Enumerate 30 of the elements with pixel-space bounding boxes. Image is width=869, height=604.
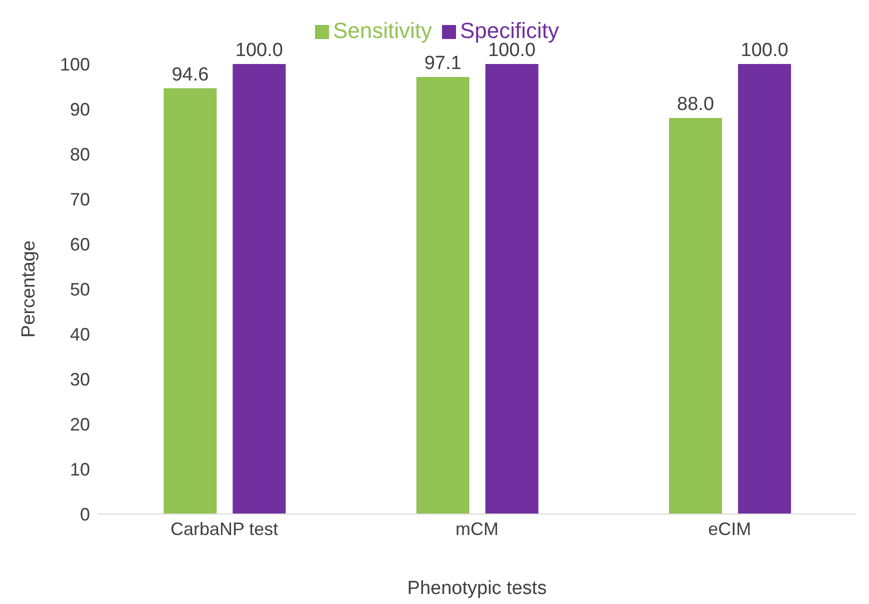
y-tick-label: 80 xyxy=(70,144,90,164)
x-tick-label: CarbaNP test xyxy=(170,518,278,539)
data-label: 94.6 xyxy=(172,64,209,86)
legend-label: Specificity xyxy=(460,18,560,43)
bar xyxy=(232,64,286,514)
x-tick-label: mCM xyxy=(456,518,498,539)
y-tick-label: 70 xyxy=(70,189,90,210)
y-tick-label: 20 xyxy=(70,414,90,434)
y-tick-label: 50 xyxy=(70,279,90,300)
bar xyxy=(164,88,217,514)
y-tick-label: 30 xyxy=(70,369,90,390)
y-tick-label: 90 xyxy=(70,99,90,120)
bar xyxy=(738,64,792,514)
bar xyxy=(669,118,722,514)
data-label: 100.0 xyxy=(488,40,536,61)
x-tick-label: eCIM xyxy=(708,518,752,539)
data-label: 100.0 xyxy=(740,40,788,61)
y-tick-label: 10 xyxy=(70,459,90,480)
x-axis-title: Phenotypic tests xyxy=(407,578,547,599)
y-axis-title: Percentage xyxy=(18,240,40,338)
bar xyxy=(416,77,470,514)
y-tick-label: 40 xyxy=(70,324,90,344)
data-label: 100.0 xyxy=(235,40,283,61)
data-label: 88.0 xyxy=(677,94,714,115)
y-tick-label: 100 xyxy=(60,54,90,74)
bar xyxy=(485,64,538,514)
y-tick-label: 60 xyxy=(70,234,90,254)
legend-label: Sensitivity xyxy=(332,18,432,43)
y-tick-label: 0 xyxy=(80,504,90,524)
data-label: 97.1 xyxy=(424,53,462,74)
